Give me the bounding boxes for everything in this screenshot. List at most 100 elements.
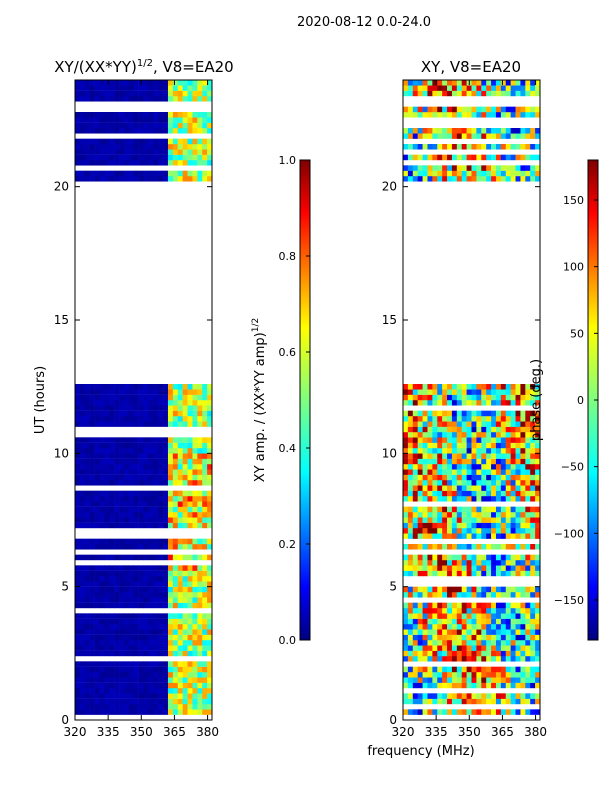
heatmap-cell [94, 96, 100, 102]
heatmap-cell [133, 384, 139, 390]
heatmap-cell [427, 618, 433, 625]
heatmap-cell [128, 597, 135, 603]
heatmap-cell [89, 160, 95, 166]
heatmap-cell [491, 464, 497, 470]
heatmap-cell [432, 586, 438, 593]
heatmap-cell [128, 688, 135, 694]
heatmap-cell [187, 597, 193, 603]
heatmap-cell [451, 464, 458, 470]
heatmap-cell [491, 90, 497, 97]
heatmap-cell [133, 154, 139, 161]
heatmap-cell [412, 650, 418, 657]
heatmap-cell [407, 453, 414, 459]
heatmap-cell [182, 496, 188, 502]
heatmap-cell [515, 474, 521, 481]
heatmap-cell [491, 394, 497, 401]
heatmap-cell [79, 384, 86, 390]
heatmap-cell [94, 688, 100, 694]
heatmap-cell [187, 416, 193, 422]
heatmap-cell [153, 421, 159, 427]
heatmap-cell [148, 624, 154, 630]
heatmap-cell [466, 421, 472, 427]
heatmap-cell [471, 485, 477, 491]
heatmap-cell [510, 517, 516, 523]
heatmap-cell [476, 410, 482, 417]
heatmap-cell [148, 576, 154, 582]
heatmap-cell [535, 448, 541, 454]
heatmap-cell [407, 698, 414, 705]
heatmap-cell [123, 693, 130, 699]
heatmap-cell [403, 464, 409, 470]
heatmap-cell [197, 416, 203, 422]
heatmap-cell [403, 624, 409, 630]
heatmap-cell [172, 437, 179, 443]
heatmap-cell [119, 517, 125, 523]
heatmap-cell [432, 128, 438, 134]
heatmap-cell [163, 682, 169, 689]
heatmap-cell [407, 602, 414, 609]
heatmap-cell [148, 122, 154, 129]
heatmap-cell [412, 592, 418, 598]
heatmap-cell [79, 618, 86, 625]
heatmap-cell [407, 586, 414, 593]
heatmap-cell [84, 437, 90, 443]
heatmap-cell [84, 80, 90, 86]
heatmap-cell [177, 645, 183, 651]
heatmap-cell [471, 554, 477, 561]
heatmap-cell [197, 458, 203, 465]
heatmap-cell [75, 709, 81, 715]
heatmap-cell [148, 405, 154, 411]
heatmap-cell [202, 170, 208, 177]
heatmap-cell [505, 416, 511, 422]
heatmap-cell [442, 133, 448, 139]
heatmap-cell [520, 400, 526, 406]
heatmap-cell [119, 602, 125, 609]
heatmap-cell [158, 666, 164, 673]
heatmap-cell [123, 448, 130, 454]
heatmap-cell [158, 170, 164, 177]
heatmap-cell [187, 410, 193, 417]
heatmap-cell [495, 80, 502, 86]
heatmap-cell [143, 416, 149, 422]
heatmap-cell [520, 565, 526, 571]
heatmap-cell [437, 506, 443, 513]
heatmap-cell [403, 106, 409, 113]
heatmap-cell [192, 384, 198, 390]
heatmap-cell [89, 501, 95, 507]
heatmap-cell [471, 656, 477, 662]
heatmap-cell [187, 592, 193, 598]
heatmap-cell [143, 405, 149, 411]
heatmap-cell [128, 640, 135, 646]
heatmap-cell [128, 176, 135, 182]
heatmap-cell [535, 458, 541, 465]
heatmap-cell [104, 112, 110, 118]
heatmap-cell [403, 490, 409, 497]
heatmap-cell [525, 677, 531, 683]
heatmap-cell [500, 154, 507, 161]
heatmap-cell [177, 122, 183, 129]
heatmap-cell [79, 645, 86, 651]
heatmap-cell [75, 85, 81, 91]
heatmap-cell [461, 608, 467, 614]
heatmap-cell [114, 474, 120, 481]
heatmap-cell [442, 154, 448, 161]
heatmap-cell [515, 624, 521, 630]
heatmap-cell [515, 464, 521, 470]
heatmap-cell [525, 698, 531, 705]
heatmap-cell [182, 128, 188, 134]
heatmap-cell [128, 650, 135, 657]
heatmap-cell [471, 144, 477, 150]
heatmap-cell [505, 176, 511, 182]
heatmap-cell [75, 704, 81, 710]
heatmap-cell [476, 85, 482, 91]
heatmap-cell [476, 400, 482, 406]
heatmap-cell [104, 640, 110, 646]
heatmap-cell [202, 448, 208, 454]
heatmap-cell [422, 528, 428, 534]
heatmap-cell [207, 666, 213, 673]
heatmap-cell [427, 629, 433, 635]
heatmap-cell [148, 176, 154, 182]
heatmap-cell [437, 570, 443, 577]
heatmap-cell [442, 469, 448, 475]
heatmap-cell [187, 624, 193, 630]
